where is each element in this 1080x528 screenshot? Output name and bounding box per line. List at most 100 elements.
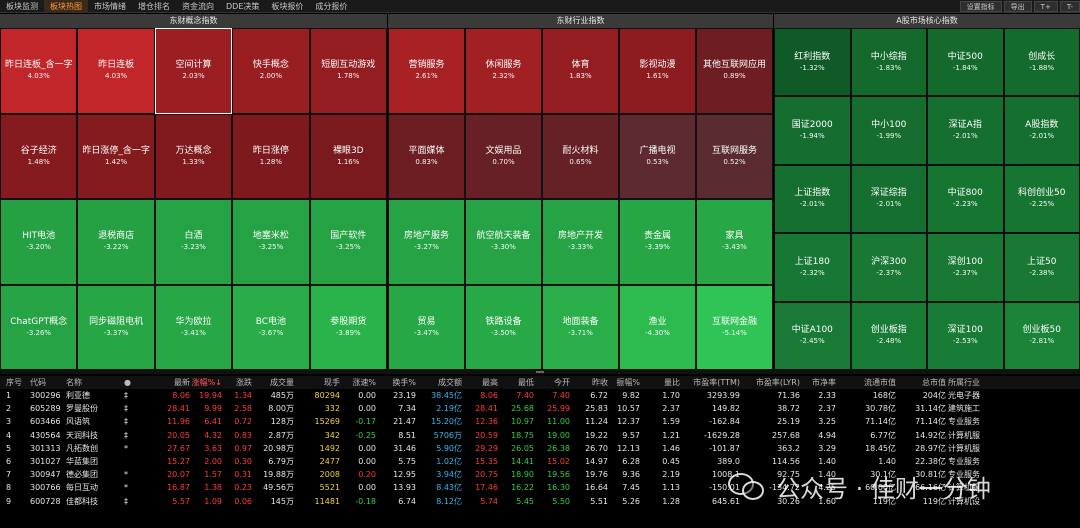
heatmap-cell[interactable]: 互联网金融 -5.14%	[696, 284, 773, 370]
column-header[interactable]: 最新	[174, 378, 190, 387]
column-header[interactable]: 换手%	[392, 378, 416, 387]
heatmap-cell[interactable]: 中小综指 -1.83%	[850, 28, 927, 97]
table-row[interactable]: 2 605289 罗曼股份 ‡ 28.41 9.99 2.58 8.00万 332 0.00 7.3…	[0, 402, 1080, 415]
heatmap-cell[interactable]: 空间计算 2.03%	[154, 28, 233, 114]
heatmap-cell[interactable]: 休闲服务 2.32%	[465, 28, 542, 114]
table-row[interactable]: 5 301313 凡拓数创 * 27.67 3.63 0.97 20.98万 1492 0.00 3…	[0, 442, 1080, 455]
column-header[interactable]: 量比	[664, 378, 680, 387]
heatmap-cell[interactable]: 退税商店 -3.22%	[77, 199, 155, 285]
column-header[interactable]: 名称	[66, 378, 82, 387]
heatmap-cell[interactable]: 谷子经济 1.48%	[0, 113, 78, 199]
heatmap-cell[interactable]: 沪深300 -2.37%	[850, 233, 927, 302]
column-header[interactable]: 最高	[482, 378, 498, 387]
heatmap-cell[interactable]: 中证800 -2.23%	[927, 164, 1004, 234]
heatmap-cell[interactable]: 贸易 -3.47%	[388, 284, 465, 370]
heatmap-cell[interactable]: 上证180 -2.32%	[774, 233, 851, 302]
column-header[interactable]: 昨收	[592, 378, 608, 387]
heatmap-cell[interactable]: 体育 1.83%	[542, 28, 619, 114]
tab-0[interactable]: 板块监测	[6, 1, 38, 11]
heatmap-cell[interactable]: 参股期货 -3.89%	[309, 284, 387, 370]
heatmap-cell[interactable]: 昨日涨停 1.28%	[232, 113, 310, 199]
heatmap-cell[interactable]: 深证A指 -2.01%	[927, 96, 1004, 165]
heatmap-cell[interactable]: 地塞米松 -3.25%	[232, 199, 310, 285]
heatmap-cell[interactable]: BC电池 -3.67%	[232, 284, 310, 370]
heatmap-cell[interactable]: 地面装备 -3.71%	[542, 284, 619, 370]
heatmap-cell[interactable]: 渔业 -4.30%	[619, 284, 696, 370]
column-header[interactable]: 总市值	[922, 378, 946, 387]
heatmap-cell[interactable]: 万达概念 1.33%	[154, 113, 233, 199]
heatmap-cell[interactable]: 深创100 -2.37%	[927, 233, 1004, 302]
column-header[interactable]: 现手	[324, 378, 340, 387]
table-row[interactable]: 3 603466 风语筑 ‡ 11.96 6.41 0.72 128万 15269 -0.17 21…	[0, 415, 1080, 428]
toolbar-button-1[interactable]: 导出	[1003, 0, 1032, 12]
heatmap-cell[interactable]: 短剧互动游戏 1.78%	[309, 28, 387, 114]
heatmap-cell[interactable]: 创成长 -1.88%	[1003, 28, 1080, 97]
column-header[interactable]: 涨跌	[236, 378, 252, 387]
tab-1[interactable]: 板块热图	[44, 0, 88, 13]
toolbar-button-3[interactable]: T-	[1059, 0, 1080, 12]
heatmap-cell[interactable]: 中小100 -1.99%	[850, 96, 927, 165]
heatmap-cell[interactable]: 上证指数 -2.01%	[774, 164, 851, 234]
tab-7[interactable]: 成分报价	[315, 1, 348, 11]
heatmap-cell[interactable]: 其他互联网应用 0.89%	[696, 28, 773, 114]
column-header[interactable]: 代码	[30, 378, 46, 387]
heatmap-cell[interactable]: 白酒 -3.23%	[154, 199, 233, 285]
column-header[interactable]: 最低	[518, 378, 534, 387]
heatmap-cell[interactable]: 创业板指 -2.48%	[850, 301, 927, 370]
column-header[interactable]: 振幅%	[616, 378, 640, 387]
heatmap-cell[interactable]: 昨日连板 4.03%	[77, 28, 155, 114]
heatmap-cell[interactable]: 房地产服务 -3.27%	[388, 199, 465, 285]
toolbar-button-0[interactable]: 设置指标	[959, 0, 1002, 12]
heatmap-cell[interactable]: 铁路设备 -3.50%	[465, 284, 542, 370]
heatmap-cell[interactable]: 中证500 -1.84%	[927, 28, 1004, 97]
heatmap-cell[interactable]: 互联网服务 0.52%	[696, 113, 773, 199]
column-header[interactable]: ●	[124, 378, 131, 387]
heatmap-cell[interactable]: 国产软件 -3.25%	[309, 199, 387, 285]
column-header[interactable]: 市盈率(TTM)	[693, 378, 740, 387]
heatmap-cell[interactable]: 家具 -3.43%	[696, 199, 773, 285]
heatmap-cell[interactable]: HIT电池 -3.20%	[0, 199, 78, 285]
tab-2[interactable]: 市场情绪	[94, 1, 126, 11]
splitter-handle[interactable]	[536, 371, 544, 373]
heatmap-cell[interactable]: 科创创业50 -2.25%	[1003, 164, 1080, 234]
heatmap-cell[interactable]: 房地产开发 -3.33%	[542, 199, 619, 285]
column-header[interactable]: 涨速%	[352, 378, 376, 387]
column-header[interactable]: 市净率	[812, 378, 836, 387]
table-row[interactable]: 9 600728 佳都科技 ‡ 5.57 1.09 0.06 145万 11481 -0.18 6.…	[0, 495, 1080, 508]
heatmap-cell[interactable]: 深证100 -2.53%	[927, 301, 1004, 370]
tab-5[interactable]: DDE决策	[226, 1, 260, 11]
column-header[interactable]: 成交额	[438, 378, 462, 387]
heatmap-cell[interactable]: 创业板50 -2.81%	[1003, 301, 1080, 370]
column-header[interactable]: 序号	[6, 378, 22, 387]
heatmap-cell[interactable]: 红利指数 -1.32%	[774, 28, 851, 97]
column-header[interactable]: 涨幅%↓	[191, 378, 222, 387]
heatmap-cell[interactable]: ChatGPT概念 -3.26%	[0, 284, 78, 370]
tab-6[interactable]: 板块报价	[271, 1, 304, 11]
table-row[interactable]: 4 430564 天润科技 ‡ 20.05 4.32 0.83 2.87万 342 -0.25 8.…	[0, 429, 1080, 442]
column-header[interactable]: 市盈率(LYR)	[755, 378, 800, 387]
table-row[interactable]: 1 300296 利亚德 ‡ 8.06 19.94 1.34 485万 80294 0.00 23.…	[0, 389, 1080, 402]
column-header[interactable]: 今开	[554, 378, 570, 387]
heatmap-cell[interactable]: 昨日连板_含一字 4.03%	[0, 28, 78, 114]
heatmap-cell[interactable]: 贵金属 -3.39%	[619, 199, 696, 285]
column-header[interactable]: 所属行业	[948, 378, 980, 387]
heatmap-cell[interactable]: A股指数 -2.01%	[1003, 96, 1080, 165]
column-header[interactable]: 流通市值	[864, 378, 896, 387]
table-row[interactable]: 8 300766 每日互动 * 16.87 1.38 0.23 49.56万 5521 0.00 1…	[0, 481, 1080, 494]
heatmap-cell[interactable]: 同步磁阻电机 -3.37%	[77, 284, 155, 370]
heatmap-cell[interactable]: 国证2000 -1.94%	[774, 96, 851, 165]
heatmap-cell[interactable]: 影视动漫 1.61%	[619, 28, 696, 114]
heatmap-cell[interactable]: 快手概念 2.00%	[232, 28, 310, 114]
column-header[interactable]: 成交量	[270, 378, 294, 387]
heatmap-cell[interactable]: 深证综指 -2.01%	[850, 164, 927, 234]
table-row[interactable]: 6 301027 华蓝集团 15.27 2.00 0.30 6.79万 2477 0.00 5.7…	[0, 455, 1080, 468]
heatmap-cell[interactable]: 上证50 -2.38%	[1003, 233, 1080, 302]
tab-4[interactable]: 资金流向	[182, 1, 214, 11]
heatmap-cell[interactable]: 营销服务 2.61%	[388, 28, 465, 114]
heatmap-cell[interactable]: 裸眼3D 1.16%	[309, 113, 387, 199]
heatmap-cell[interactable]: 广播电视 0.53%	[619, 113, 696, 199]
table-row[interactable]: 7 300947 德必集团 * 20.07 1.57 0.31 19.88万 2008 0.20 1…	[0, 468, 1080, 481]
heatmap-cell[interactable]: 华为欧拉 -3.41%	[154, 284, 233, 370]
heatmap-cell[interactable]: 中证A100 -2.45%	[774, 301, 851, 370]
heatmap-cell[interactable]: 文娱用品 0.70%	[465, 113, 542, 199]
